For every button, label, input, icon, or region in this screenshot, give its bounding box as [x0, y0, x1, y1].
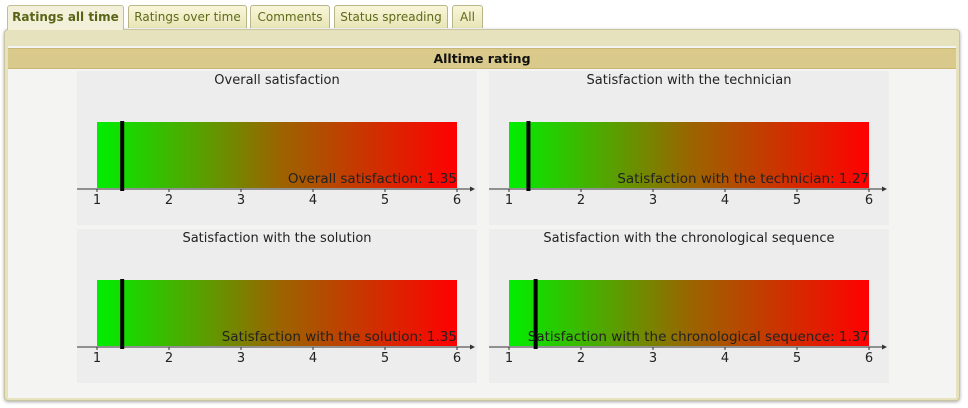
value-label: Satisfaction with the technician: 1.27 — [617, 171, 869, 187]
x-tick-label: 3 — [237, 193, 245, 208]
tab-all[interactable]: All — [452, 5, 483, 28]
x-tick-label: 4 — [721, 351, 729, 366]
x-axis-arrow — [882, 186, 887, 192]
x-axis-arrow — [470, 186, 475, 192]
chart-plot: 1 2 3 4 5 6 Satisfaction with the solution: 1.… — [77, 279, 475, 366]
value-label: Satisfaction with the solution: 1.35 — [222, 329, 457, 345]
x-tick-label: 6 — [865, 193, 873, 208]
x-tick-label: 6 — [453, 193, 461, 208]
x-tick-label: 6 — [453, 351, 461, 366]
x-tick-label: 1 — [93, 351, 101, 366]
x-tick-label: 5 — [793, 351, 801, 366]
x-tick-label: 2 — [165, 351, 173, 366]
x-tick-label: 1 — [505, 193, 513, 208]
chart-title: Satisfaction with the chronological sequ… — [543, 231, 835, 246]
x-tick-label: 5 — [793, 193, 801, 208]
x-tick-label: 4 — [309, 351, 317, 366]
chart-title: Satisfaction with the technician — [586, 73, 792, 88]
x-axis-arrow — [470, 344, 475, 350]
x-tick-label: 5 — [381, 351, 389, 366]
section-header: Alltime rating — [8, 48, 956, 69]
tab-ratings-all-time[interactable]: Ratings all time — [7, 5, 124, 30]
chart-solution-satisfaction: Satisfaction with the solution 1 2 3 4 5 6 Sat… — [77, 229, 477, 383]
tab-comments[interactable]: Comments — [250, 5, 330, 28]
x-axis-arrow — [882, 344, 887, 350]
x-tick-label: 1 — [505, 351, 513, 366]
chart-overall-satisfaction: Overall satisfaction 1 2 3 4 5 6 Overall satis… — [77, 71, 477, 225]
chart-chronological-satisfaction: Satisfaction with the chronological sequ… — [489, 229, 889, 383]
chart-title: Overall satisfaction — [214, 73, 340, 88]
chart-technician-satisfaction: Satisfaction with the technician 1 2 3 4 5 6 S… — [489, 71, 889, 225]
x-tick-label: 2 — [165, 193, 173, 208]
tab-panel: Alltime rating Overall satisfaction 1 2 3 4… — [4, 29, 960, 401]
chart-plot: 1 2 3 4 5 6 Satisfaction with the chronologica… — [489, 279, 887, 366]
value-label: Overall satisfaction: 1.35 — [288, 171, 457, 187]
x-tick-label: 5 — [381, 193, 389, 208]
value-label: Satisfaction with the chronological sequ… — [528, 329, 869, 345]
chart-plot: 1 2 3 4 5 6 Overall satisfaction: 1.35 — [77, 121, 475, 208]
x-tick-label: 3 — [649, 351, 657, 366]
x-tick-label: 4 — [721, 193, 729, 208]
x-tick-label: 3 — [237, 351, 245, 366]
x-tick-label: 1 — [93, 193, 101, 208]
x-tick-label: 2 — [577, 193, 585, 208]
x-tick-label: 6 — [865, 351, 873, 366]
rating-scale-bar — [97, 280, 457, 346]
tab-status-spreading[interactable]: Status spreading — [334, 5, 448, 28]
x-tick-label: 2 — [577, 351, 585, 366]
chart-plot: 1 2 3 4 5 6 Satisfaction with the technician: … — [489, 121, 887, 208]
panel-content: Alltime rating Overall satisfaction 1 2 3 4… — [8, 46, 956, 398]
tab-ratings-over-time[interactable]: Ratings over time — [128, 5, 247, 28]
x-tick-label: 4 — [309, 193, 317, 208]
rating-scale-bar — [509, 122, 869, 188]
x-tick-label: 3 — [649, 193, 657, 208]
rating-scale-bar — [509, 280, 869, 346]
rating-scale-bar — [97, 122, 457, 188]
chart-title: Satisfaction with the solution — [182, 231, 372, 246]
